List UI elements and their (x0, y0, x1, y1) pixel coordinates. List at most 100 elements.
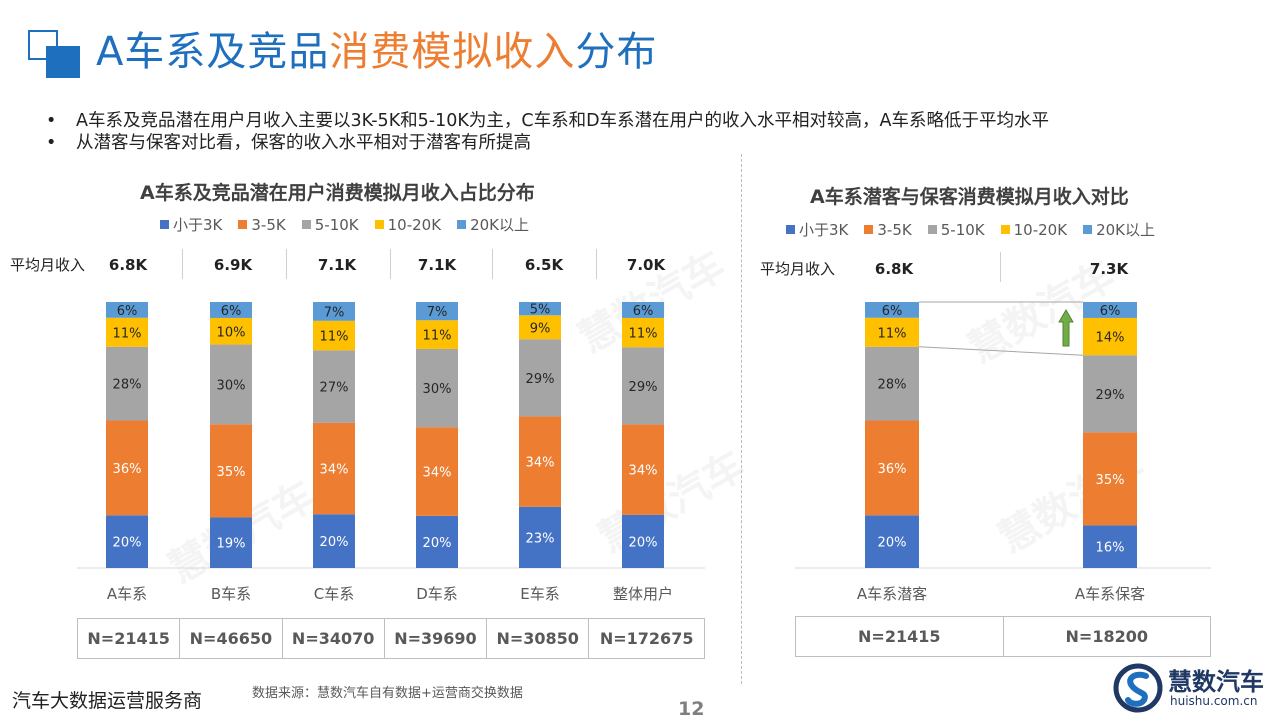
legend-swatch (927, 225, 937, 234)
sample-size-table-left: N=21415 N=46650 N=34070 N=39690 N=30850 … (76, 618, 705, 659)
logo-square-filled (46, 46, 80, 78)
legend-swatch (238, 220, 248, 229)
avg-separator (286, 249, 287, 279)
bar-segment (106, 346, 148, 421)
data-label: 11% (629, 327, 658, 342)
data-label: 10% (217, 325, 246, 340)
avg-separator (182, 249, 183, 279)
legend-swatch (864, 225, 874, 234)
brand-name: 慧数汽车 (1168, 668, 1264, 696)
data-label: 35% (217, 465, 246, 480)
bullet-text: A车系及竞品潜在用户月收入主要以3K-5K和5-10K为主，C车系和D车系潜在用… (76, 111, 1050, 131)
data-label: 11% (320, 330, 349, 345)
bar-segment (416, 515, 458, 568)
legend-item: 5-10K (927, 221, 985, 239)
category-label: D车系 (416, 585, 458, 603)
legend-swatch (1083, 225, 1093, 234)
sample-size-cell: N=21415 (795, 616, 1004, 657)
connector-line (918, 346, 1084, 356)
legend-item: 5-10K (301, 216, 359, 234)
bar-segment (313, 302, 355, 321)
sample-size-cell: N=21415 (76, 618, 181, 659)
brand-logo: 慧数汽车 huishu.com.cn (1112, 660, 1272, 716)
data-label: 36% (878, 462, 907, 477)
avg-income-label-left: 平均月收入 (10, 256, 86, 274)
data-source-note: 数据来源：慧数汽车自有数据+运营商交换数据 (252, 686, 523, 701)
data-label: 20% (423, 536, 452, 551)
bar-segment (1083, 302, 1137, 318)
bar-segment (1083, 355, 1137, 433)
legend-swatch (457, 220, 467, 229)
logo-square-outline (28, 30, 58, 60)
data-label: 35% (1096, 473, 1125, 488)
avg-income-value: 7.3K (1089, 260, 1129, 278)
legend-item: 小于3K (786, 219, 848, 240)
title-part-highlight: 消费模拟收入 (329, 29, 576, 75)
data-label: 20% (320, 535, 349, 550)
avg-income-value: 7.1K (417, 256, 457, 274)
legend-label: 20K以上 (1096, 221, 1155, 239)
legend-swatch (160, 220, 169, 229)
bar-segment (622, 514, 664, 568)
bar-segment (416, 320, 458, 349)
legend-label: 20K以上 (470, 216, 529, 234)
category-label: A车系保客 (1075, 585, 1145, 603)
legend-swatch (301, 220, 311, 229)
sample-size-cell: N=30850 (486, 618, 590, 659)
bar-segment (313, 422, 355, 515)
bullet-text: 从潜客与保客对比看，保客的收入水平相对于潜客有所提高 (76, 133, 531, 153)
legend-item: 3-5K (238, 216, 286, 234)
sample-size-cell: N=39690 (383, 618, 488, 659)
legend-item: 小于3K (160, 214, 222, 235)
data-label: 30% (217, 378, 246, 393)
chart-title-left: A车系及竞品潜在用户消费模拟月收入占比分布 (140, 182, 535, 204)
bar-segment (519, 339, 561, 417)
bar-segment (865, 346, 919, 421)
legend-label: 5-10K (314, 216, 359, 234)
data-label: 6% (221, 304, 242, 319)
legend-swatch (1000, 225, 1010, 234)
avg-separator (1000, 252, 1001, 282)
legend-label: 小于3K (799, 221, 849, 239)
brand-mark-icon (1113, 663, 1163, 713)
bar-segment (106, 420, 148, 516)
category-label: A车系潜客 (857, 585, 927, 603)
title-part-main: A车系及竞品 (96, 29, 330, 75)
data-label: 6% (882, 304, 903, 319)
page-title: A车系及竞品消费模拟收入分布 (96, 24, 657, 80)
increase-arrow-icon (1058, 309, 1074, 347)
avg-income-value: 7.1K (317, 256, 357, 274)
legend-item: 10-20K (1000, 221, 1067, 239)
data-label: 20% (878, 536, 907, 551)
legend-item: 20K以上 (457, 214, 529, 235)
bullet-dot: • (46, 133, 57, 153)
bar-segment (519, 506, 561, 568)
bar-segment (106, 515, 148, 568)
data-label: 11% (878, 326, 907, 341)
bar-segment (1083, 432, 1137, 526)
sample-size-table-right: N=21415 N=18200 (795, 616, 1211, 657)
bar-segment (519, 416, 561, 507)
bar-segment (622, 347, 664, 425)
data-label: 11% (113, 326, 142, 341)
data-label: 34% (320, 463, 349, 478)
category-label: E车系 (520, 585, 559, 603)
data-label: 6% (1100, 304, 1121, 319)
footer-tagline: 汽车大数据运营服务商 (12, 690, 203, 712)
avg-income-label-right: 平均月收入 (760, 260, 836, 278)
sample-size-cell: N=34070 (281, 618, 385, 659)
data-label: 28% (878, 378, 907, 393)
data-label: 29% (526, 372, 555, 387)
bar-segment (622, 317, 664, 348)
bar-segment (519, 302, 561, 316)
title-part-end: 分布 (575, 29, 658, 75)
legend-swatch (374, 220, 384, 229)
legend-right: 小于3K 3-5K 5-10K 10-20K 20K以上 (786, 219, 1171, 240)
sample-size-cell: N=18200 (1002, 616, 1211, 657)
data-label: 16% (1096, 541, 1125, 556)
avg-income-value: 6.5K (524, 256, 564, 274)
avg-separator (390, 249, 391, 279)
bar-segment (622, 302, 664, 318)
bar-segment (416, 302, 458, 321)
